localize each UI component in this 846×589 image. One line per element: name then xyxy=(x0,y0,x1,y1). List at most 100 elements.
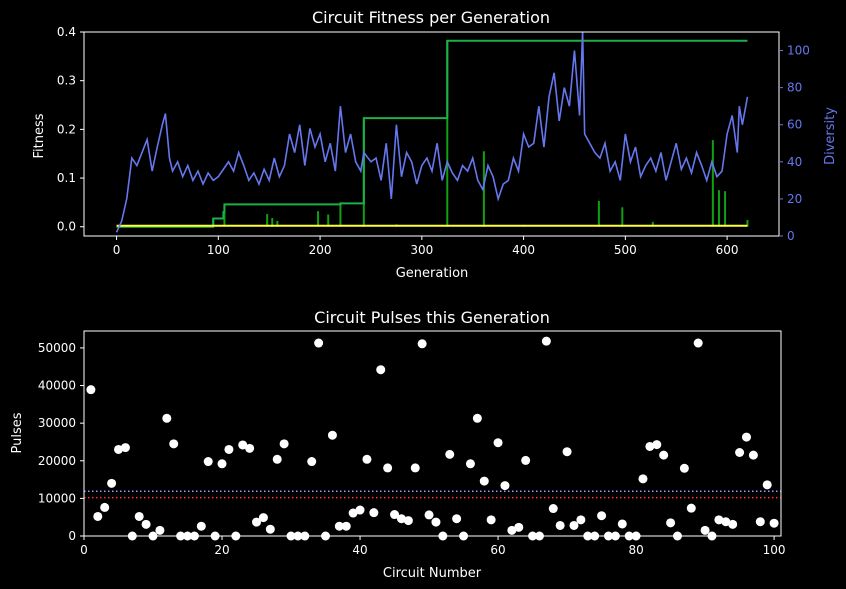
pulse-point xyxy=(217,459,227,469)
x-tick-label: 0 xyxy=(80,543,88,557)
y2-tick-label: 0 xyxy=(787,229,795,243)
pulse-point xyxy=(472,413,482,423)
pulses-chart-title: Circuit Pulses this Generation xyxy=(314,308,550,327)
y-tick-label: 30000 xyxy=(38,416,76,430)
pulse-point xyxy=(514,522,524,532)
best-fitness-line xyxy=(116,39,748,228)
y2-tick-label: 60 xyxy=(787,118,802,132)
pulse-point xyxy=(479,476,489,486)
pulse-point xyxy=(424,510,434,520)
pulse-point xyxy=(486,515,496,525)
y-tick-label: 0.0 xyxy=(57,220,76,234)
pulse-point xyxy=(735,447,745,457)
y2-tick-label: 40 xyxy=(787,155,802,169)
pulse-point xyxy=(169,439,179,449)
pulse-point xyxy=(652,440,662,450)
fitness-plot-area xyxy=(115,31,749,233)
pulse-point xyxy=(107,478,117,488)
pulse-point xyxy=(307,457,317,467)
pulse-point xyxy=(403,516,413,526)
fitness-y-axis-label: Fitness xyxy=(32,113,47,158)
pulse-point xyxy=(334,521,344,531)
pulses-plot-area xyxy=(84,336,781,541)
pulse-point xyxy=(562,447,572,457)
fitness-x-axis-label: Generation xyxy=(396,266,469,281)
y-tick-label: 0.3 xyxy=(57,74,76,88)
pulse-point xyxy=(465,459,475,469)
pulse-point xyxy=(679,463,689,473)
pulses-x-axis: 0 20 40 60 80 100 xyxy=(80,536,786,557)
pulses-y-axis: 0 10000 20000 30000 40000 50000 xyxy=(38,341,84,543)
pulse-point xyxy=(238,440,248,450)
pulse-point xyxy=(762,480,772,490)
pulse-point xyxy=(258,513,268,523)
pulse-point xyxy=(224,444,234,454)
x-tick-label: 100 xyxy=(207,243,230,257)
pulse-point xyxy=(410,463,420,473)
x-tick-label: 400 xyxy=(512,243,535,257)
y-tick-label: 40000 xyxy=(38,379,76,393)
fitness-plot-frame xyxy=(83,31,780,237)
pulse-point xyxy=(617,519,627,529)
diversity-y-axis-label: Diversity xyxy=(823,107,838,165)
pulses-plot-frame xyxy=(83,330,782,537)
pulses-chart: Circuit Pulses this Generation 0 20 40 60 80… xyxy=(10,308,786,581)
pulse-point xyxy=(741,432,751,442)
x-tick-label: 60 xyxy=(490,543,505,557)
pulse-point xyxy=(341,521,351,531)
pulse-point xyxy=(134,511,144,521)
pulse-point xyxy=(693,338,703,348)
fitness-chart-title: Circuit Fitness per Generation xyxy=(312,8,550,27)
pulse-point xyxy=(714,515,724,525)
fitness-x-axis: 0 100 200 300 400 500 600 xyxy=(113,236,739,257)
pulse-point xyxy=(141,519,151,529)
pulse-point xyxy=(203,457,213,467)
y2-tick-label: 80 xyxy=(787,81,802,95)
pulse-point xyxy=(493,438,503,448)
x-tick-label: 40 xyxy=(352,543,367,557)
pulse-point xyxy=(245,443,255,453)
y-tick-label: 10000 xyxy=(38,491,76,505)
y-tick-label: 0.2 xyxy=(57,122,76,136)
pulse-point xyxy=(252,517,262,527)
pulse-point xyxy=(396,514,406,524)
pulse-point xyxy=(431,517,441,527)
pulse-point xyxy=(548,504,558,514)
pulse-point xyxy=(348,508,358,518)
pulse-point xyxy=(597,511,607,521)
pulse-point xyxy=(507,525,517,535)
pulse-point xyxy=(659,450,669,460)
pulse-point xyxy=(314,338,324,348)
pulse-point xyxy=(748,450,758,460)
pulses-x-axis-label: Circuit Number xyxy=(383,566,482,581)
x-tick-label: 20 xyxy=(214,543,229,557)
pulse-point xyxy=(369,508,379,518)
y2-tick-label: 100 xyxy=(787,44,810,58)
pulse-point xyxy=(666,518,676,528)
pulse-point xyxy=(114,444,124,454)
pulse-point xyxy=(686,503,696,513)
pulse-point xyxy=(417,339,427,349)
diversity-y-axis: 0 20 40 60 80 100 xyxy=(779,44,810,243)
fitness-chart: Circuit Fitness per Generation 0 100 200 30… xyxy=(32,8,838,281)
pulse-point xyxy=(196,521,206,531)
pulse-point xyxy=(755,517,765,527)
fitness-y-axis: 0.0 0.1 0.2 0.3 0.4 xyxy=(57,25,84,234)
pulse-point xyxy=(390,510,400,520)
x-tick-label: 80 xyxy=(628,543,643,557)
x-tick-label: 200 xyxy=(309,243,332,257)
pulse-point xyxy=(120,443,130,453)
y-tick-label: 20000 xyxy=(38,454,76,468)
pulse-point xyxy=(100,502,110,512)
pulse-point xyxy=(279,439,289,449)
pulse-point xyxy=(541,336,551,346)
pulse-point xyxy=(700,525,710,535)
pulse-point xyxy=(555,520,565,530)
x-tick-label: 0 xyxy=(113,243,121,257)
pulses-y-axis-label: Pulses xyxy=(10,412,25,453)
pulse-point xyxy=(569,520,579,530)
pulse-point xyxy=(645,441,655,451)
y-tick-label: 0 xyxy=(68,529,76,543)
